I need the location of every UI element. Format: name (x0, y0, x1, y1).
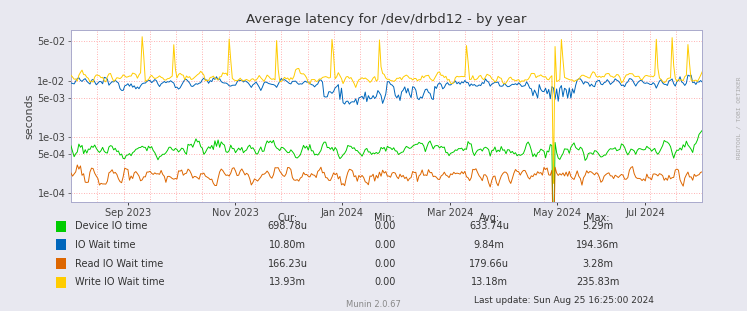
Text: 0.00: 0.00 (374, 240, 395, 250)
Text: 166.23u: 166.23u (267, 258, 308, 269)
Text: RRDTOOL / TOBI OETIKER: RRDTOOL / TOBI OETIKER (737, 77, 742, 160)
Text: 0.00: 0.00 (374, 258, 395, 269)
Text: 10.80m: 10.80m (269, 240, 306, 250)
Y-axis label: seconds: seconds (25, 93, 34, 139)
Title: Average latency for /dev/drbd12 - by year: Average latency for /dev/drbd12 - by yea… (247, 13, 527, 26)
Text: IO Wait time: IO Wait time (75, 240, 135, 250)
Text: 698.78u: 698.78u (267, 221, 308, 231)
Text: Read IO Wait time: Read IO Wait time (75, 258, 163, 269)
Text: 235.83m: 235.83m (576, 277, 619, 287)
Text: Avg:: Avg: (479, 213, 500, 223)
Text: 633.74u: 633.74u (469, 221, 509, 231)
Text: Max:: Max: (586, 213, 610, 223)
Text: 13.93m: 13.93m (269, 277, 306, 287)
Text: 0.00: 0.00 (374, 221, 395, 231)
Text: 3.28m: 3.28m (582, 258, 613, 269)
Text: Device IO time: Device IO time (75, 221, 147, 231)
Text: 13.18m: 13.18m (471, 277, 508, 287)
Text: Write IO Wait time: Write IO Wait time (75, 277, 164, 287)
Text: 9.84m: 9.84m (474, 240, 505, 250)
Text: Min:: Min: (374, 213, 395, 223)
Text: 5.29m: 5.29m (582, 221, 613, 231)
Text: Munin 2.0.67: Munin 2.0.67 (346, 300, 401, 309)
Text: Last update: Sun Aug 25 16:25:00 2024: Last update: Sun Aug 25 16:25:00 2024 (474, 296, 654, 304)
Text: 179.66u: 179.66u (469, 258, 509, 269)
Text: 194.36m: 194.36m (576, 240, 619, 250)
Text: Cur:: Cur: (278, 213, 297, 223)
Text: 0.00: 0.00 (374, 277, 395, 287)
